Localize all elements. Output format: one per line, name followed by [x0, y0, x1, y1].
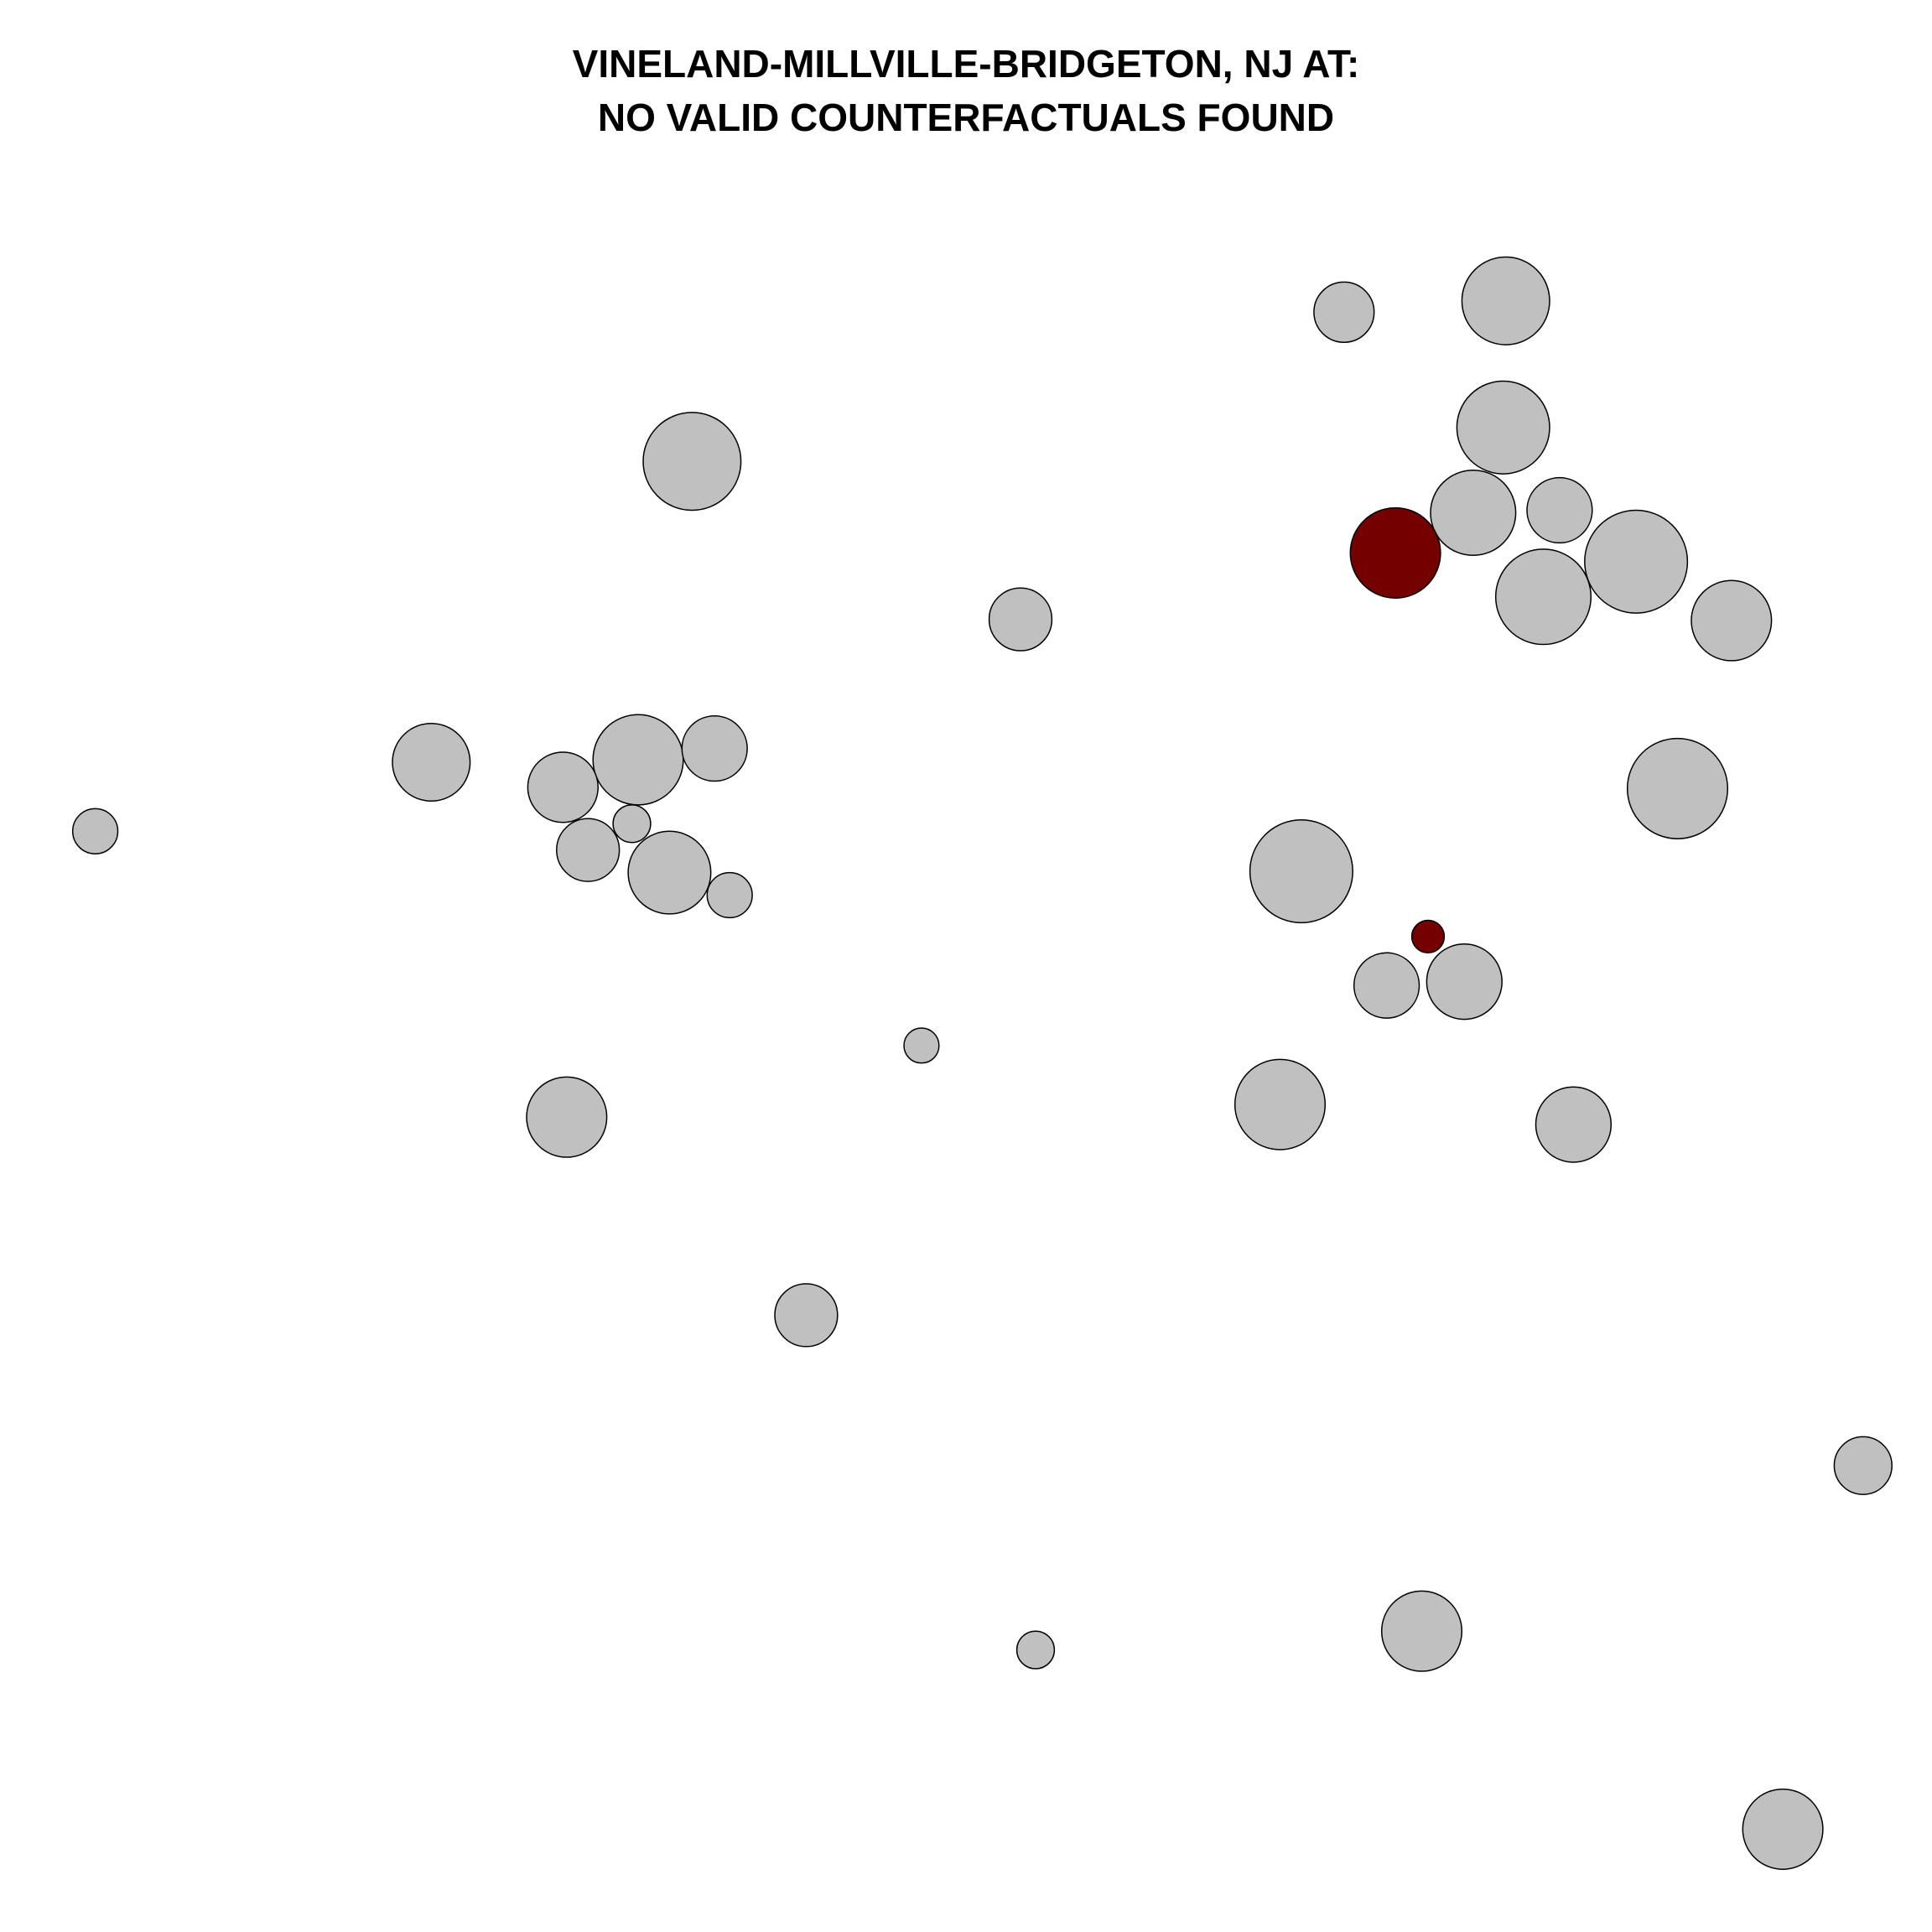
highlighted-bubble-point	[1349, 506, 1441, 599]
bubble-point	[903, 1027, 940, 1064]
bubble-point	[392, 722, 471, 802]
bubble-point	[706, 871, 753, 919]
bubble-point	[1456, 380, 1550, 475]
bubble-point	[592, 714, 684, 806]
bubble-point	[1461, 256, 1550, 345]
bubble-point	[1535, 1086, 1613, 1163]
bubble-point	[681, 714, 748, 782]
bubble-point	[612, 804, 652, 844]
chart-title: VINELAND-MILLVILLE-BRIDGETON, NJ AT:	[572, 42, 1360, 86]
chart-subtitle: NO VALID COUNTERFACTUALS FOUND	[597, 96, 1335, 139]
bubble-point	[1494, 548, 1592, 646]
bubble-point	[1584, 509, 1689, 614]
bubble-point	[1430, 469, 1517, 557]
bubble-point	[556, 818, 621, 882]
bubble-point	[1015, 1630, 1056, 1670]
bubble-point	[1833, 1436, 1893, 1495]
bubble-point	[1626, 737, 1729, 839]
bubble-point	[71, 808, 119, 854]
bubble-point	[526, 1076, 608, 1158]
bubble-point	[1380, 1590, 1463, 1672]
bubble-point	[1742, 1788, 1824, 1870]
chart-title-block: VINELAND-MILLVILLE-BRIDGETON, NJ AT: NO …	[0, 37, 1932, 144]
bubble-point	[774, 1283, 839, 1348]
bubble-point	[1249, 819, 1353, 924]
bubble-point	[1426, 943, 1503, 1021]
bubble-point	[642, 412, 742, 512]
bubble-point	[1526, 476, 1593, 544]
bubble-point	[527, 751, 599, 823]
bubble-point	[1690, 579, 1773, 662]
bubble-point	[988, 587, 1053, 652]
highlighted-bubble-point	[1410, 919, 1446, 954]
bubble-point	[627, 830, 712, 915]
bubble-point	[1353, 952, 1420, 1019]
bubble-point	[1313, 281, 1375, 343]
bubble-point	[1233, 1058, 1327, 1150]
